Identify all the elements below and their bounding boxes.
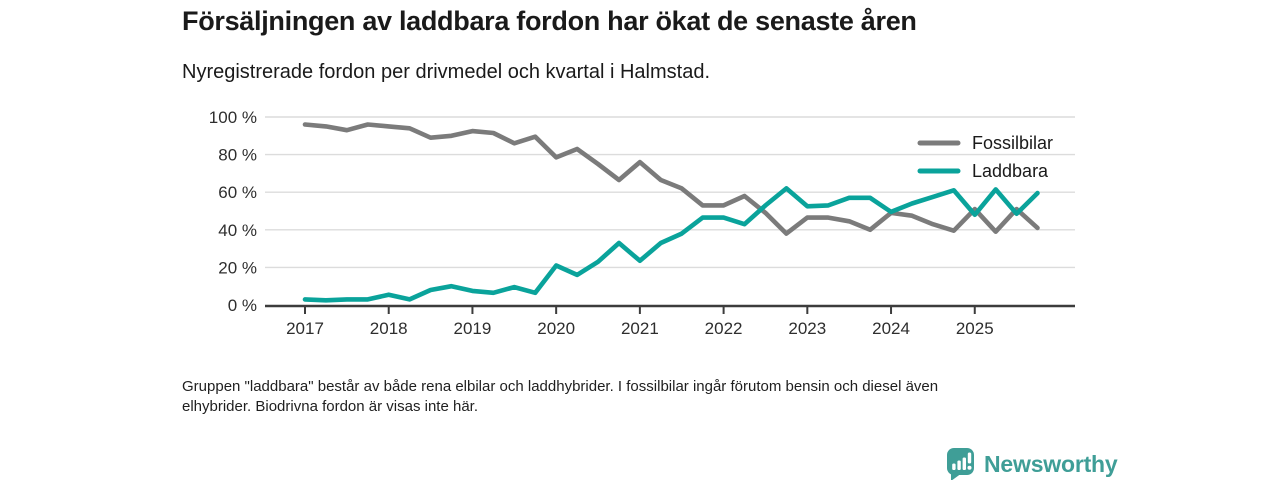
page-title: Försäljningen av laddbara fordon har öka… [182,6,917,36]
legend-label-fossilbilar: Fossilbilar [972,133,1053,153]
x-tick-label: 2018 [370,319,408,338]
x-tick-label: 2020 [537,319,575,338]
logo-wordmark: Newsworthy [984,451,1118,477]
x-tick-label: 2017 [286,319,324,338]
x-tick-label: 2019 [454,319,492,338]
chart-subtitle: Nyregistrerade fordon per drivmedel och … [182,61,710,83]
series-line-fossilbilar [302,122,1040,236]
footnote-line-2: elhybrider. Biodrivna fordon är visas in… [182,398,478,415]
legend-label-laddbara: Laddbara [972,161,1049,181]
x-tick-label: 2023 [788,319,826,338]
y-tick-label: 0 % [228,296,257,315]
x-tick-label: 2025 [956,319,994,338]
footnote-line-1: Gruppen "laddbara" består av både rena e… [182,378,939,395]
bar-chart-speech-bubble-icon [947,448,974,480]
y-tick-label: 60 % [218,183,257,202]
x-tick-label: 2024 [872,319,910,338]
chart-footnote: Gruppen "laddbara" består av både rena e… [182,377,1082,417]
y-tick-label: 100 % [209,108,257,127]
y-tick-label: 40 % [218,221,257,240]
x-tick-label: 2021 [621,319,659,338]
series-line-laddbara [302,186,1040,303]
newsworthy-logo: Newsworthy [946,446,1118,480]
x-tick-label: 2022 [705,319,743,338]
y-tick-label: 20 % [218,258,257,277]
y-tick-label: 80 % [218,146,257,165]
